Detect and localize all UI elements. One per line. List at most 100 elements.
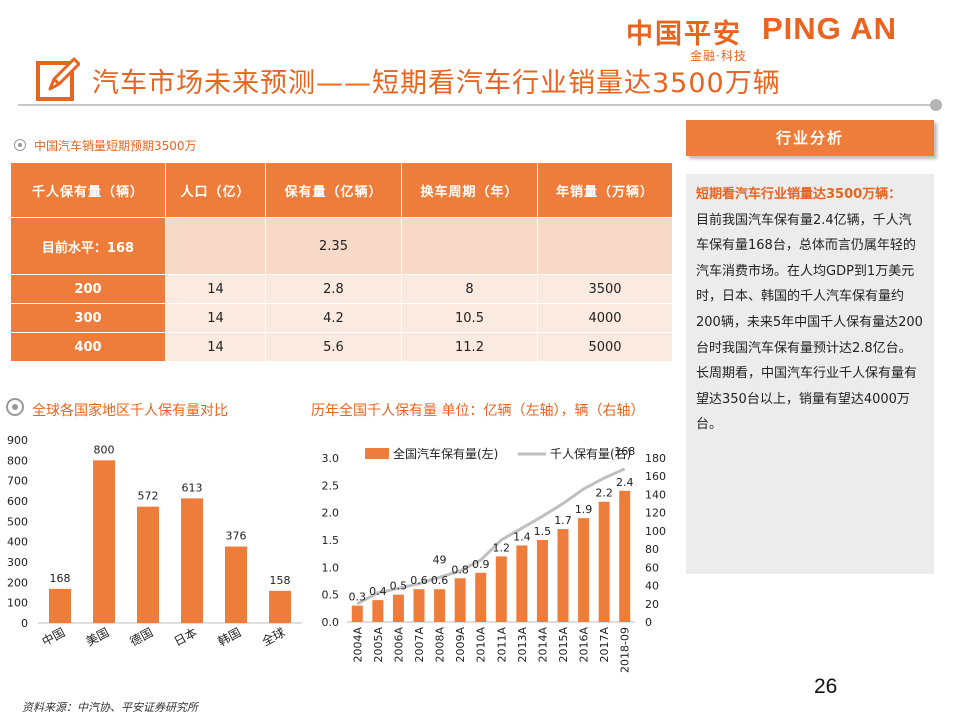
title-divider [18, 104, 938, 106]
bar [454, 578, 466, 622]
bar [413, 589, 425, 622]
y-right-tick-label: 40 [645, 580, 659, 593]
x-tick-label: 2004A [351, 627, 364, 663]
bar-data-label: 0.4 [369, 585, 387, 598]
y-left-tick-label: 1.5 [322, 534, 340, 547]
forecast-table: 千人保有量（辆） 人口（亿） 保有量（亿辆） 换车周期（年） 年销量（万辆） 目… [10, 162, 673, 362]
analysis-text: 短期看汽车行业销量达3500万辆： 目前我国汽车保有量2.4亿辆，千人汽车保有量… [696, 182, 924, 438]
bar-data-label: 0.6 [431, 574, 449, 587]
y-tick-label: 100 [7, 597, 28, 610]
x-tick-label: 2011A [495, 627, 508, 663]
y-tick-label: 900 [7, 434, 28, 447]
data-label: 168 [50, 572, 71, 585]
table-cell: 14 [165, 332, 266, 362]
analysis-header: 行业分析 [686, 120, 934, 156]
china-ownership-history-chart: 0.0 0.5 1.0 1.5 2.0 2.5 3.0 0 20 40 60 80 100 120 140 1… [322, 445, 667, 673]
bar [392, 594, 404, 622]
divider-end-dot [930, 99, 942, 111]
y-left-tick-label: 2.0 [322, 507, 340, 520]
x-tick-label: 2014A [536, 627, 549, 663]
analysis-paragraph: 长周期看，中国汽车行业千人保有量有望达350台以上，销量有望达4000万台。 [696, 366, 918, 433]
x-tick-label: 中国 [39, 624, 67, 649]
data-label: 376 [226, 530, 247, 543]
table-row: 400 14 5.6 11.2 5000 [10, 332, 673, 362]
table-header-cell: 千人保有量（辆） [10, 162, 166, 218]
table-cell: 14 [165, 274, 266, 304]
x-tick-label: 2006A [392, 627, 405, 663]
right-chart-caption: 历年全国千人保有量 单位：亿辆（左轴），辆（右轴） [311, 403, 645, 419]
y-tick-label: 500 [7, 515, 28, 528]
source-note: 资料来源：中汽协、平安证券研究所 [22, 701, 198, 714]
page-title: 汽车市场未来预测——短期看汽车行业销量达3500万辆 [92, 68, 781, 99]
bar-data-label: 0.5 [390, 580, 408, 593]
bar [495, 556, 507, 622]
table-row: 300 14 4.2 10.5 4000 [10, 303, 673, 333]
x-tick-label: 2013A [516, 627, 529, 663]
table-row: 200 14 2.8 8 3500 [10, 274, 673, 304]
y-left-tick-label: 1.0 [322, 561, 340, 574]
x-tick-label: 2017A [598, 627, 611, 663]
y-tick-label: 400 [7, 536, 28, 549]
y-left-tick-label: 0.0 [322, 616, 340, 629]
table-cell [401, 217, 538, 275]
y-left-tick-label: 0.5 [322, 589, 340, 602]
bar-data-label: 1.2 [493, 541, 511, 554]
bar-data-label: 0.8 [451, 563, 469, 576]
bar [475, 572, 487, 622]
table-cell: 2.35 [265, 217, 402, 275]
table-cell: 200 [10, 274, 166, 304]
left-chart-caption: 全球各国家地区千人保有量对比 [32, 403, 228, 419]
y-right-tick-label: 100 [645, 525, 666, 538]
bar [351, 605, 363, 622]
table-cell [165, 217, 266, 275]
bar [137, 506, 159, 623]
bar [516, 545, 528, 622]
table-cell: 5000 [537, 332, 673, 362]
bar-data-label: 0.6 [410, 574, 428, 587]
line-data-label: 49 [433, 553, 447, 566]
x-tick-label: 日本 [172, 625, 200, 649]
legend-label: 全国汽车保有量(左) [393, 446, 498, 461]
y-right-tick-label: 180 [645, 452, 666, 465]
x-tick-label: 2008A [434, 627, 447, 663]
x-tick-label: 全球 [259, 624, 287, 649]
line-series [356, 467, 626, 606]
bar [619, 490, 631, 622]
x-tick-label: 美国 [84, 625, 112, 649]
country-ownership-chart: 0 100 200 300 400 500 600 700 800 900 168 中国 800 美国 57… [7, 434, 302, 649]
brand-logo-en: PING AN [762, 11, 898, 46]
y-tick-label: 200 [7, 576, 28, 589]
table-cell: 4000 [537, 303, 673, 333]
bar-data-label: 1.7 [554, 514, 572, 527]
analysis-lead: 短期看汽车行业销量达3500万辆： [696, 187, 902, 202]
bar [225, 546, 247, 623]
section-bullet-icon [14, 139, 26, 151]
y-right-tick-label: 160 [645, 470, 666, 483]
table-caption: 中国汽车销量短期预期3500万 [34, 139, 197, 153]
table-row-current: 目前水平：168 2.35 [10, 217, 673, 275]
bar [536, 540, 548, 622]
table-cell: 300 [10, 303, 166, 333]
table-cell: 8 [401, 274, 538, 304]
y-right-tick-label: 140 [645, 488, 666, 501]
bar [181, 498, 203, 623]
bar [269, 590, 291, 623]
line-data-label: 168 [614, 445, 635, 458]
y-tick-label: 700 [7, 475, 28, 488]
table-cell: 10.5 [401, 303, 538, 333]
x-tick-label: 韩国 [215, 624, 243, 649]
bar [578, 518, 590, 622]
y-tick-label: 800 [7, 454, 28, 467]
bar-data-label: 0.9 [472, 558, 490, 571]
y-tick-label: 600 [7, 495, 28, 508]
table-header-cell: 年销量（万辆） [537, 162, 673, 218]
y-left-tick-label: 3.0 [322, 452, 340, 465]
table-cell: 4.2 [265, 303, 402, 333]
bar-data-label: 0.3 [349, 591, 367, 604]
x-tick-label: 2009A [454, 627, 467, 663]
legend-label: 千人保有量(右) [550, 446, 631, 461]
table-cell: 2.8 [265, 274, 402, 304]
bar [598, 501, 610, 622]
x-tick-label: 德国 [127, 624, 155, 649]
brand-logo-cn: 中国平安 [626, 19, 742, 50]
